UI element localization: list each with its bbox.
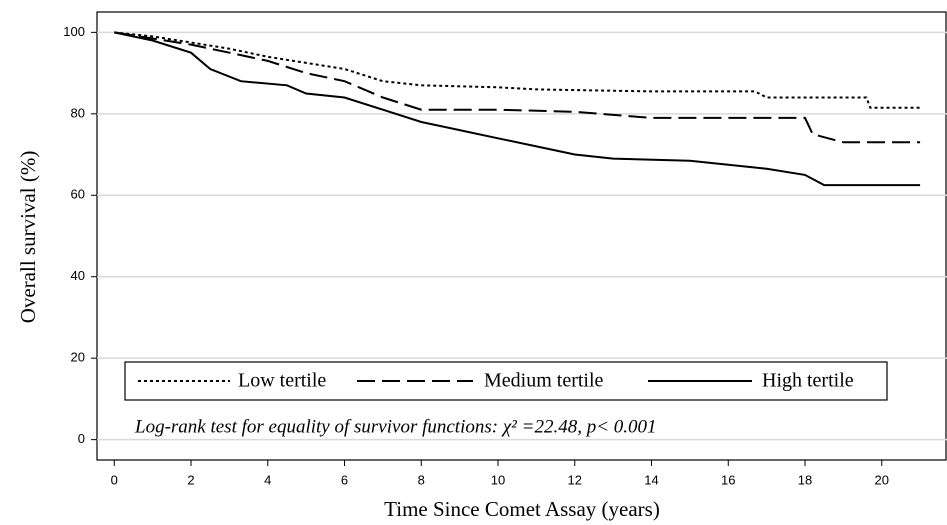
survival-curve xyxy=(114,31,921,187)
y-tick-label: 0 xyxy=(78,431,85,446)
x-tick-label: 14 xyxy=(644,472,658,487)
grid xyxy=(97,31,947,441)
x-tick-label: 2 xyxy=(187,472,194,487)
x-tick-label: 6 xyxy=(341,472,348,487)
legend-label: High tertile xyxy=(762,370,854,392)
x-tick-label: 0 xyxy=(111,472,118,487)
legend-label: Low tertile xyxy=(238,370,326,392)
x-tick-label: 20 xyxy=(875,472,889,487)
lines xyxy=(114,31,921,187)
y-tick-label: 40 xyxy=(71,268,85,283)
legend-items: Low tertile Medium tertile High tertile xyxy=(138,370,854,392)
y-tick-label: 80 xyxy=(71,105,85,120)
x-tick-label: 8 xyxy=(418,472,425,487)
y-tick-label: 60 xyxy=(71,187,85,202)
x-tick-label: 12 xyxy=(568,472,582,487)
legend xyxy=(124,361,888,401)
x-tick-label: 4 xyxy=(264,472,271,487)
plot-frame xyxy=(96,11,947,461)
survival-curve xyxy=(114,31,921,144)
x-tick-label: 18 xyxy=(798,472,812,487)
survival-curve xyxy=(114,31,921,109)
y-tick-label: 100 xyxy=(63,24,85,39)
x-tick-label: 16 xyxy=(721,472,735,487)
x-tick-label: 10 xyxy=(491,472,505,487)
legend-label: Medium tertile xyxy=(484,370,604,392)
x-axis-label: Time Since Comet Assay (years) xyxy=(384,497,660,521)
y-tick-label: 20 xyxy=(71,350,85,365)
annotation: Log-rank test for equality of survivor f… xyxy=(134,416,657,437)
y-axis-label: Overall survival (%) xyxy=(16,151,40,324)
